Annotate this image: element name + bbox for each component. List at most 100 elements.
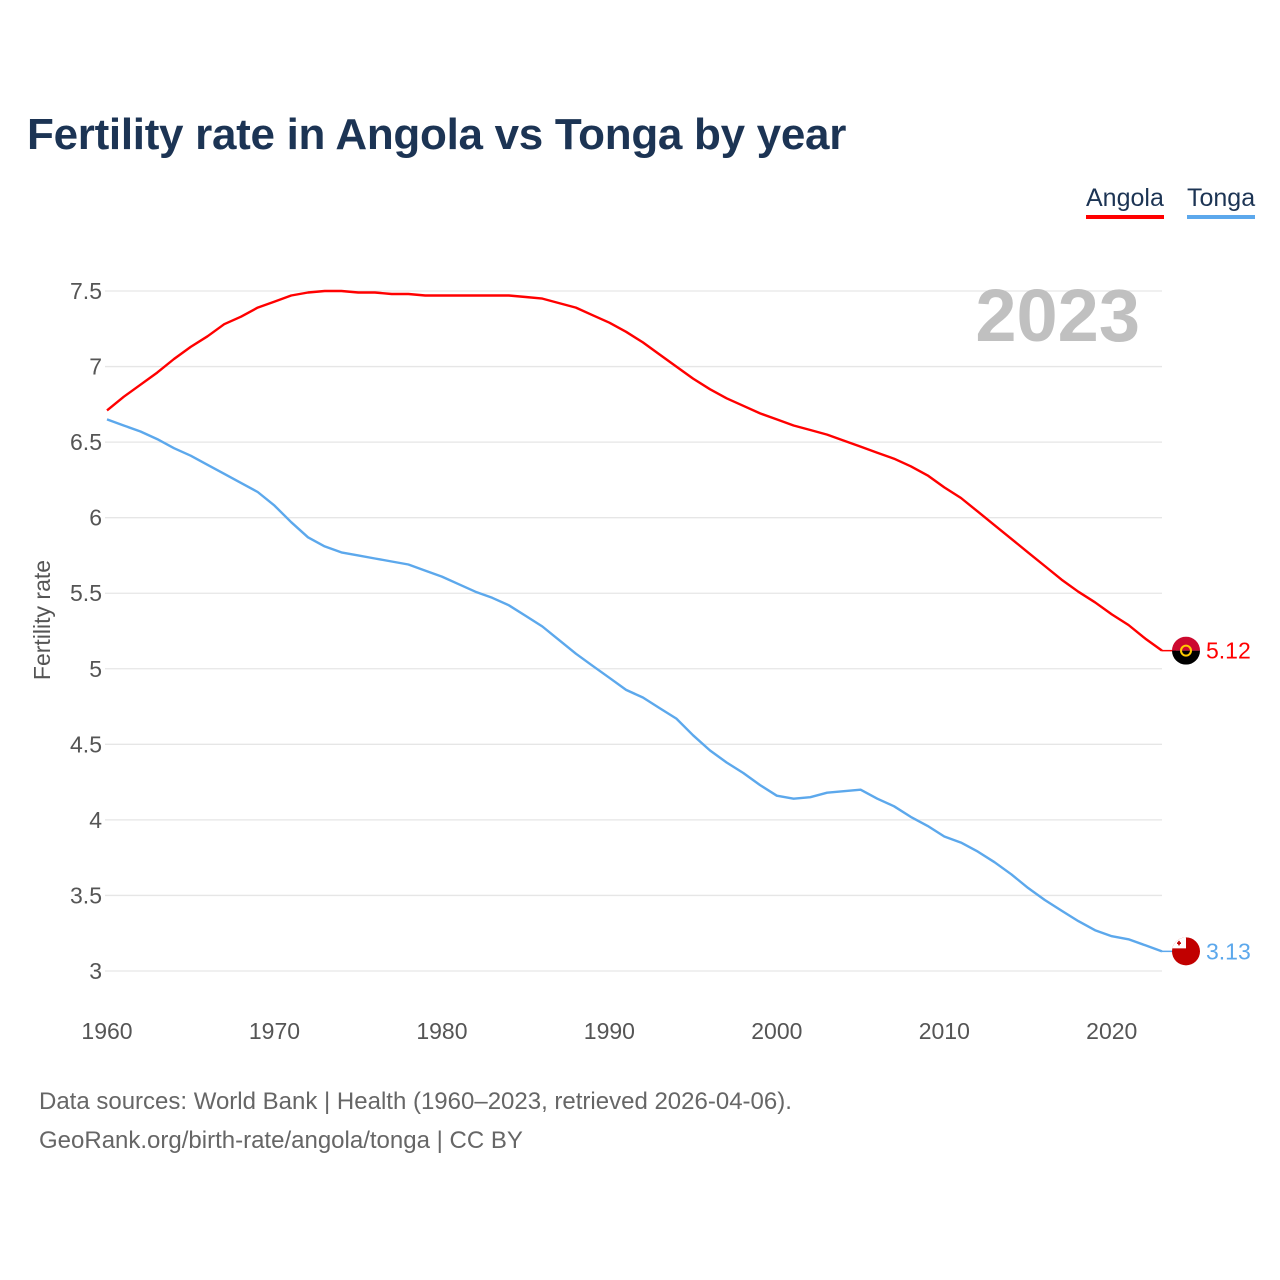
data-point[interactable] — [372, 290, 378, 296]
data-point[interactable] — [1075, 589, 1081, 595]
data-point[interactable] — [288, 519, 294, 525]
data-point[interactable] — [807, 427, 813, 433]
data-point[interactable] — [255, 489, 261, 495]
data-point[interactable] — [690, 732, 696, 738]
data-point[interactable] — [506, 602, 512, 608]
data-point[interactable] — [154, 370, 160, 376]
data-point[interactable] — [724, 759, 730, 765]
data-point[interactable] — [271, 503, 277, 509]
data-point[interactable] — [690, 376, 696, 382]
data-point[interactable] — [590, 312, 596, 318]
data-point[interactable] — [757, 782, 763, 788]
data-point[interactable] — [874, 796, 880, 802]
data-point[interactable] — [238, 314, 244, 320]
data-point[interactable] — [221, 321, 227, 327]
data-point[interactable] — [389, 291, 395, 297]
data-point[interactable] — [204, 333, 210, 339]
data-point[interactable] — [590, 663, 596, 669]
data-point[interactable] — [338, 549, 344, 555]
data-point[interactable] — [1025, 549, 1031, 555]
data-point[interactable] — [1142, 942, 1148, 948]
data-point[interactable] — [573, 305, 579, 311]
data-point[interactable] — [1042, 563, 1048, 569]
data-point[interactable] — [874, 450, 880, 456]
data-point[interactable] — [1059, 577, 1065, 583]
data-point[interactable] — [188, 453, 194, 459]
data-point[interactable] — [539, 296, 545, 302]
data-point[interactable] — [841, 788, 847, 794]
data-point[interactable] — [154, 436, 160, 442]
data-point[interactable] — [925, 823, 931, 829]
data-point[interactable] — [1126, 622, 1132, 628]
series-line-tonga[interactable] — [106, 418, 1163, 953]
data-point[interactable] — [104, 416, 110, 422]
data-point[interactable] — [774, 416, 780, 422]
data-point[interactable] — [121, 394, 127, 400]
data-point[interactable] — [1092, 927, 1098, 933]
data-point[interactable] — [171, 445, 177, 451]
data-point[interactable] — [305, 290, 311, 296]
data-point[interactable] — [238, 480, 244, 486]
data-point[interactable] — [489, 595, 495, 601]
data-point[interactable] — [389, 558, 395, 564]
data-point[interactable] — [255, 305, 261, 311]
data-point[interactable] — [606, 320, 612, 326]
data-point[interactable] — [523, 613, 529, 619]
data-point[interactable] — [724, 395, 730, 401]
data-point[interactable] — [439, 574, 445, 580]
data-point[interactable] — [1142, 636, 1148, 642]
data-point[interactable] — [1042, 897, 1048, 903]
data-point[interactable] — [439, 293, 445, 299]
data-point[interactable] — [523, 294, 529, 300]
data-point[interactable] — [271, 299, 277, 305]
data-point[interactable] — [204, 462, 210, 468]
data-point[interactable] — [1109, 611, 1115, 617]
data-point[interactable] — [1092, 599, 1098, 605]
data-point[interactable] — [891, 803, 897, 809]
data-point[interactable] — [992, 859, 998, 865]
data-point[interactable] — [188, 344, 194, 350]
data-point[interactable] — [1008, 536, 1014, 542]
data-point[interactable] — [807, 794, 813, 800]
data-point[interactable] — [707, 386, 713, 392]
data-point[interactable] — [958, 840, 964, 846]
data-point[interactable] — [355, 290, 361, 296]
data-point[interactable] — [338, 288, 344, 294]
data-point[interactable] — [606, 675, 612, 681]
data-point[interactable] — [623, 329, 629, 335]
data-point[interactable] — [472, 589, 478, 595]
data-point[interactable] — [841, 438, 847, 444]
data-point[interactable] — [422, 568, 428, 574]
data-point[interactable] — [104, 407, 110, 413]
data-point[interactable] — [171, 356, 177, 362]
data-point[interactable] — [824, 432, 830, 438]
data-point[interactable] — [137, 429, 143, 435]
data-point[interactable] — [472, 293, 478, 299]
data-point[interactable] — [573, 651, 579, 657]
data-point[interactable] — [456, 293, 462, 299]
data-point[interactable] — [858, 787, 864, 793]
legend-angola[interactable]: Angola — [1086, 184, 1164, 219]
data-point[interactable] — [355, 552, 361, 558]
data-point[interactable] — [908, 814, 914, 820]
data-point[interactable] — [623, 687, 629, 693]
data-point[interactable] — [322, 543, 328, 549]
data-point[interactable] — [422, 293, 428, 299]
series-line-angola[interactable] — [106, 289, 1163, 652]
data-point[interactable] — [640, 339, 646, 345]
data-point[interactable] — [1059, 908, 1065, 914]
data-point[interactable] — [707, 747, 713, 753]
data-point[interactable] — [791, 796, 797, 802]
data-point[interactable] — [740, 770, 746, 776]
data-point[interactable] — [556, 637, 562, 643]
data-point[interactable] — [1109, 933, 1115, 939]
data-point[interactable] — [673, 364, 679, 370]
data-point[interactable] — [657, 705, 663, 711]
data-point[interactable] — [673, 716, 679, 722]
data-point[interactable] — [121, 422, 127, 428]
data-point[interactable] — [657, 351, 663, 357]
data-point[interactable] — [322, 288, 328, 294]
data-point[interactable] — [891, 456, 897, 462]
data-point[interactable] — [288, 293, 294, 299]
data-point[interactable] — [925, 472, 931, 478]
